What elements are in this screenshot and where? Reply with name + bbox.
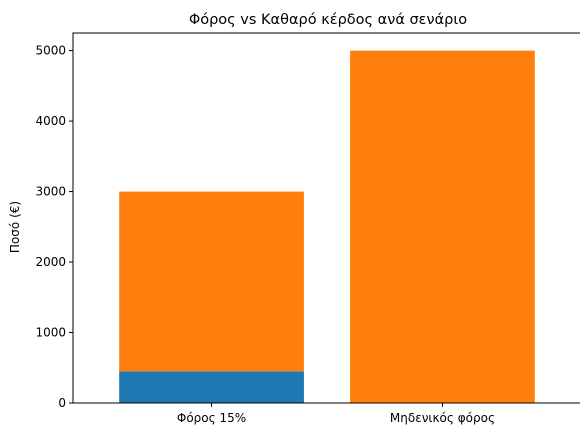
y-axis-ticks: 0 1000 2000 3000 4000 5000 [35, 44, 73, 410]
y-tick-label: 4000 [35, 114, 66, 128]
x-axis-ticks: Φόρος 15% Μηδενικός φόρος [177, 403, 495, 425]
y-tick-label: 2000 [35, 255, 66, 269]
x-tick-label: Μηδενικός φόρος [390, 411, 495, 425]
y-tick-label: 1000 [35, 326, 66, 340]
y-tick-label: 3000 [35, 185, 66, 199]
bar-group [119, 50, 535, 403]
bar-2-Φόρος 15% [119, 191, 304, 372]
x-tick-label: Φόρος 15% [177, 411, 246, 425]
y-tick-label: 0 [58, 396, 66, 410]
bar-2-Μηδενικός φόρος [350, 50, 535, 403]
y-axis-label: Ποσό (€) [8, 201, 22, 253]
plot-area-frame [72, 32, 580, 404]
bar-1-Φόρος 15% [119, 371, 304, 403]
y-tick-label: 5000 [35, 44, 66, 58]
chart-title: Φόρος vs Καθαρό κέρδος ανά σενάριο [189, 12, 467, 28]
